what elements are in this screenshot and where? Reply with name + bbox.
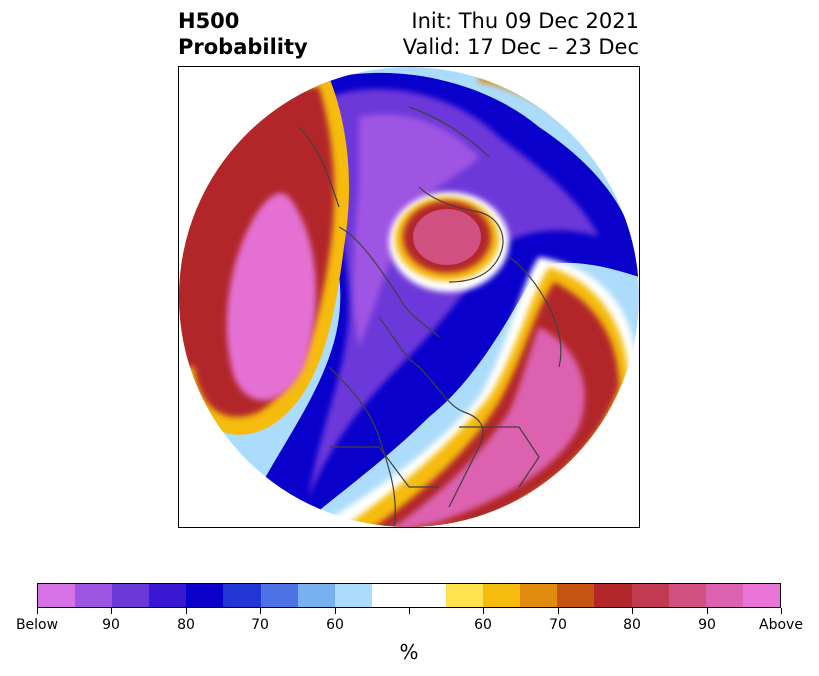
colorbar-tick-label: Below [15,617,59,633]
colorbar-tick [260,608,261,614]
colorbar-tick [335,608,336,614]
colorbar-cell [371,584,409,607]
map-title: H500 Probability [178,8,308,60]
colorbar [37,583,781,608]
colorbar-cell [75,584,113,607]
colorbar-units: % [399,640,419,664]
colorbar-tick [483,608,484,614]
pacific-above-core [226,193,316,401]
colorbar-cell [557,584,595,607]
map-dates: Init: Thu 09 Dec 2021 Valid: 17 Dec – 23… [403,8,639,60]
colorbar-cell [520,584,558,607]
colorbar-cell [38,584,76,607]
colorbar-cell [112,584,150,607]
colorbar-tick [111,608,112,614]
colorbar-tick-label: 60 [474,617,492,633]
coastlines [298,106,562,527]
colorbar-cell [705,584,743,607]
probability-map [179,67,639,527]
colorbar-tick [558,608,559,614]
title-variable: H500 [178,9,240,33]
valid-range: Valid: 17 Dec – 23 Dec [402,35,639,59]
colorbar-cell [594,584,632,607]
below-core [353,114,479,347]
colorbar-cell [260,584,298,607]
colorbar-tick-label: 60 [326,617,344,633]
globe [179,67,639,527]
colorbar-tick [37,608,38,614]
colorbar-tick-label: Above [759,617,803,633]
colorbar-tick-label: 90 [102,617,120,633]
colorbar-cell [149,584,187,607]
colorbar-cell [668,584,706,607]
atlantic-above-core [379,327,585,527]
colorbar-cell [483,584,521,607]
colorbar-cell [742,584,780,607]
colorbar-tick-label: 70 [251,617,269,633]
colorbar-tick [781,608,782,614]
colorbar-tick [186,608,187,614]
colorbar-tick [632,608,633,614]
init-date: Init: Thu 09 Dec 2021 [411,9,639,33]
colorbar-cell [446,584,484,607]
map-frame [178,66,640,528]
colorbar-tick [409,608,410,614]
colorbar-tick-label: 80 [623,617,641,633]
title-probability: Probability [178,35,308,59]
colorbar-cell [297,584,335,607]
colorbar-tick [707,608,708,614]
colorbar-cell [186,584,224,607]
colorbar-tick-label: 90 [698,617,716,633]
greenland-core [413,209,481,265]
colorbar-cell [223,584,261,607]
colorbar-cell [408,584,447,607]
colorbar-tick-label: 80 [177,617,195,633]
colorbar-tick-label: 70 [549,617,567,633]
colorbar-cell [631,584,669,607]
colorbar-cell [334,584,372,607]
